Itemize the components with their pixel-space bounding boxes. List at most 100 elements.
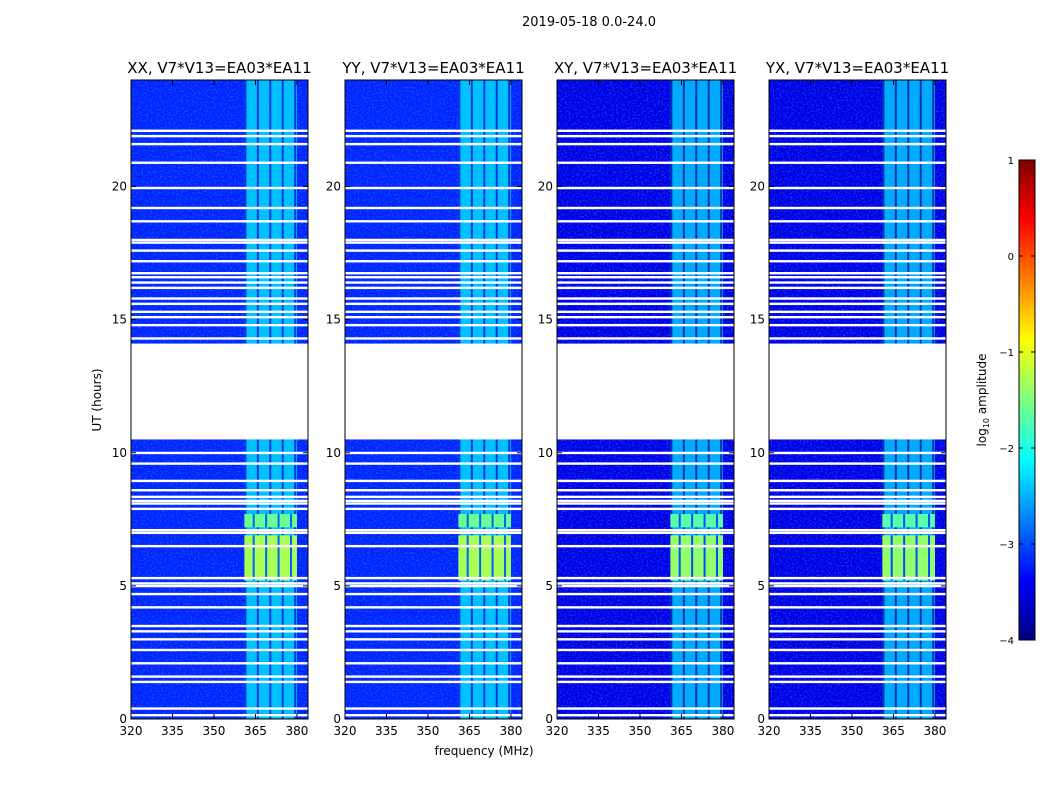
flagged-row: [557, 592, 734, 596]
x-tick-label: 320: [334, 724, 357, 738]
rfi-strong-gap: [928, 513, 931, 528]
flagged-row: [131, 142, 308, 146]
y-tick-label: 15: [112, 313, 127, 327]
flagged-row: [769, 161, 946, 164]
flagged-row: [345, 528, 522, 532]
x-tick-label: 335: [161, 724, 184, 738]
flagged-row: [557, 495, 734, 499]
x-tick-label: 380: [711, 724, 734, 738]
flagged-row: [769, 675, 946, 678]
flagged-row: [769, 714, 946, 717]
x-tick-label: 365: [882, 724, 905, 738]
flagged-row: [557, 528, 734, 532]
flagged-row: [557, 489, 734, 492]
flagged-row: [345, 662, 522, 665]
flagged-row: [131, 134, 308, 138]
flagged-row: [345, 648, 522, 652]
flagged-row: [769, 624, 946, 628]
flagged-row: [131, 323, 308, 327]
flagged-row: [769, 544, 946, 548]
axes-frame: [344, 79, 523, 720]
flagged-row: [769, 323, 946, 327]
flagged-row: [345, 286, 522, 290]
flagged-row: [769, 249, 946, 252]
y-tick-label: 20: [112, 180, 127, 194]
flagged-row: [345, 161, 522, 164]
y-tick-label: 5: [333, 579, 341, 593]
flagged-row: [557, 323, 734, 327]
flagged-row: [131, 592, 308, 596]
flagged-row: [131, 507, 308, 511]
flagged-row: [769, 479, 946, 483]
x-tick-label: 350: [629, 724, 652, 738]
flagged-row: [557, 582, 734, 585]
rfi-strong-gap: [491, 513, 494, 528]
axes-frame: [130, 79, 309, 720]
flagged-row: [557, 648, 734, 652]
colorbar-label-sub: 10: [982, 418, 991, 428]
flagged-row: [345, 249, 522, 252]
flagged-row: [557, 142, 734, 146]
rfi-strong: [670, 535, 723, 581]
flagged-row: [557, 507, 734, 511]
flagged-row: [345, 680, 522, 684]
rfi-strong-gap: [252, 535, 255, 581]
rfi-strong-gap: [504, 513, 507, 528]
flagged-row: [345, 451, 522, 455]
flagged-row: [345, 276, 522, 279]
rfi-strong-gap: [691, 513, 694, 528]
axes-frame: [556, 79, 735, 720]
y-tick-label: 10: [326, 446, 341, 460]
rfi-strong-gap: [678, 535, 681, 581]
flagged-row: [769, 220, 946, 223]
flagged-row: [769, 582, 946, 585]
y-tick-label: 10: [538, 446, 553, 460]
flagged-row: [131, 286, 308, 290]
flagged-row: [131, 531, 308, 535]
y-tick-label: 0: [119, 712, 127, 726]
colorbar-tick-label: 0: [1008, 252, 1014, 263]
flagged-row: [131, 315, 308, 319]
rfi-strong-gap: [504, 535, 507, 581]
y-tick-label: 10: [750, 446, 765, 460]
flagged-row: [769, 707, 946, 710]
y-tick-label: 5: [757, 579, 765, 593]
flagged-row: [557, 337, 734, 340]
rfi-strong-gap: [265, 513, 268, 528]
x-tick-label: 350: [841, 724, 864, 738]
flagged-row: [345, 489, 522, 492]
x-tick-label: 335: [587, 724, 610, 738]
panel-3: XY, V7*V13=EA03*EA11 320 335 350 365 380 0 5 10 1…: [538, 59, 737, 738]
flagged-row: [769, 276, 946, 279]
flagged-row: [557, 576, 734, 580]
flagged-row: [131, 241, 308, 244]
flagged-row: [345, 337, 522, 340]
y-tick-label: 15: [538, 313, 553, 327]
flagged-row: [131, 528, 308, 532]
rfi-strong-gap: [290, 535, 293, 581]
colorbar-label-log: log: [975, 428, 989, 446]
rfi-strong-gap: [890, 513, 893, 528]
flagged-row: [345, 297, 522, 300]
flagged-row: [345, 507, 522, 511]
flagged-row: [557, 272, 734, 275]
panel-4: YX, V7*V13=EA03*EA11 320 335 350 365 380 0 5 10 1…: [750, 59, 949, 738]
flagged-row: [769, 142, 946, 146]
flagged-row: [131, 272, 308, 275]
flagged-row: [131, 206, 308, 210]
flagged-row: [557, 281, 734, 284]
rfi-strong: [244, 513, 297, 528]
rfi-strong: [882, 513, 935, 528]
colorbar-label-suffix: amplitude: [975, 354, 989, 418]
x-tick-label: 335: [375, 724, 398, 738]
flagged-row: [557, 680, 734, 684]
flagged-row: [345, 630, 522, 633]
flagged-row: [769, 451, 946, 455]
flagged-row: [769, 206, 946, 210]
y-tick-label: 20: [750, 180, 765, 194]
flagged-row: [557, 220, 734, 223]
flagged-row: [345, 502, 522, 505]
flagged-row: [131, 606, 308, 609]
rfi-strong-gap: [903, 535, 906, 581]
flagged-row: [345, 272, 522, 275]
